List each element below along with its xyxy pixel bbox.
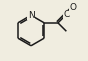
Text: N: N [28, 11, 34, 20]
Text: C: C [63, 10, 70, 19]
Text: O: O [70, 3, 77, 12]
